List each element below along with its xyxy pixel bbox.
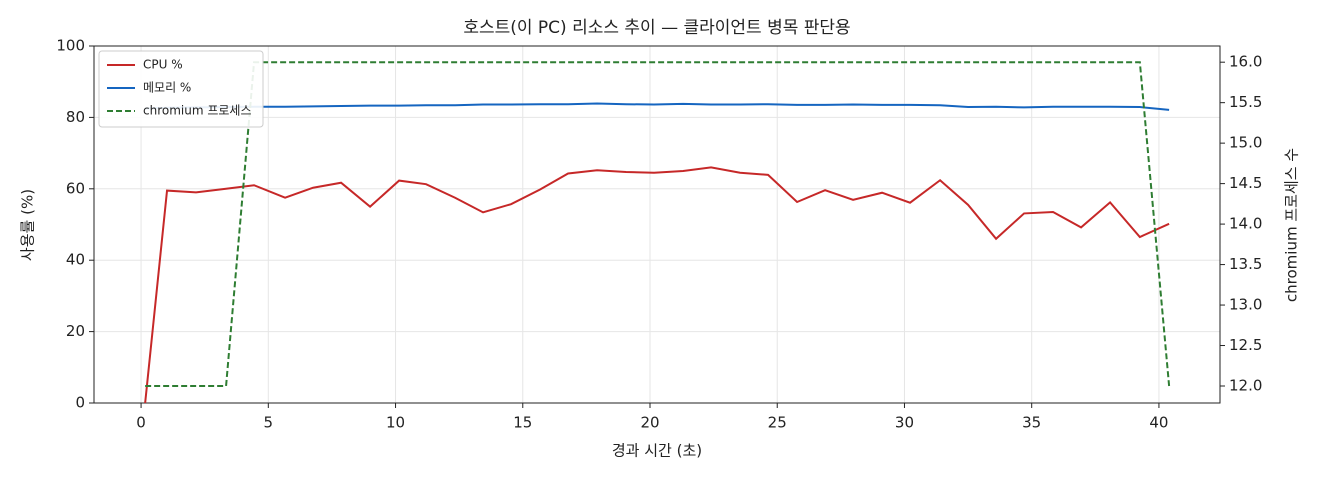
legend-label: CPU % bbox=[143, 58, 183, 72]
y2-tick-label: 13.0 bbox=[1229, 296, 1262, 314]
y2-tick-label: 14.0 bbox=[1229, 215, 1262, 233]
y-axis-label: 사용률 (%) bbox=[19, 189, 37, 261]
chart-title: 호스트(이 PC) 리소스 추이 — 클라이언트 병목 판단용 bbox=[463, 18, 850, 38]
x-axis-label: 경과 시간 (초) bbox=[612, 442, 702, 460]
y-tick-label: 100 bbox=[56, 37, 85, 55]
x-tick-label: 35 bbox=[1022, 414, 1041, 432]
series-line bbox=[144, 166, 1170, 404]
y-tick-label: 60 bbox=[66, 179, 85, 197]
x-tick-label: 5 bbox=[264, 414, 274, 432]
y-tick-label: 40 bbox=[66, 251, 85, 269]
y2-tick-label: 13.5 bbox=[1229, 255, 1262, 273]
y2-tick-label: 15.5 bbox=[1229, 93, 1262, 111]
x-tick-label: 20 bbox=[640, 414, 659, 432]
x-tick-label: 30 bbox=[895, 414, 914, 432]
y2-tick-label: 16.0 bbox=[1229, 53, 1262, 71]
legend-label: 메모리 % bbox=[143, 81, 191, 95]
x-tick-label: 40 bbox=[1149, 414, 1168, 432]
y2-tick-label: 14.5 bbox=[1229, 174, 1262, 192]
x-tick-label: 0 bbox=[136, 414, 146, 432]
y2-tick-label: 12.5 bbox=[1229, 336, 1262, 354]
y2-tick-label: 12.0 bbox=[1229, 377, 1262, 395]
x-tick-label: 25 bbox=[768, 414, 787, 432]
y2-tick-label: 15.0 bbox=[1229, 134, 1262, 152]
x-tick-label: 15 bbox=[513, 414, 532, 432]
series-line bbox=[145, 102, 1170, 111]
plot-frame bbox=[93, 45, 1221, 404]
y2-axis-label: chromium 프로세스 수 bbox=[1283, 148, 1301, 302]
y-tick-label: 80 bbox=[66, 108, 85, 126]
y-tick-label: 20 bbox=[66, 322, 85, 340]
x-tick-label: 10 bbox=[386, 414, 405, 432]
series-line bbox=[145, 61, 1171, 387]
y-tick-label: 0 bbox=[75, 394, 85, 412]
legend-label: chromium 프로세스 bbox=[143, 104, 252, 118]
legend-box bbox=[98, 50, 264, 128]
